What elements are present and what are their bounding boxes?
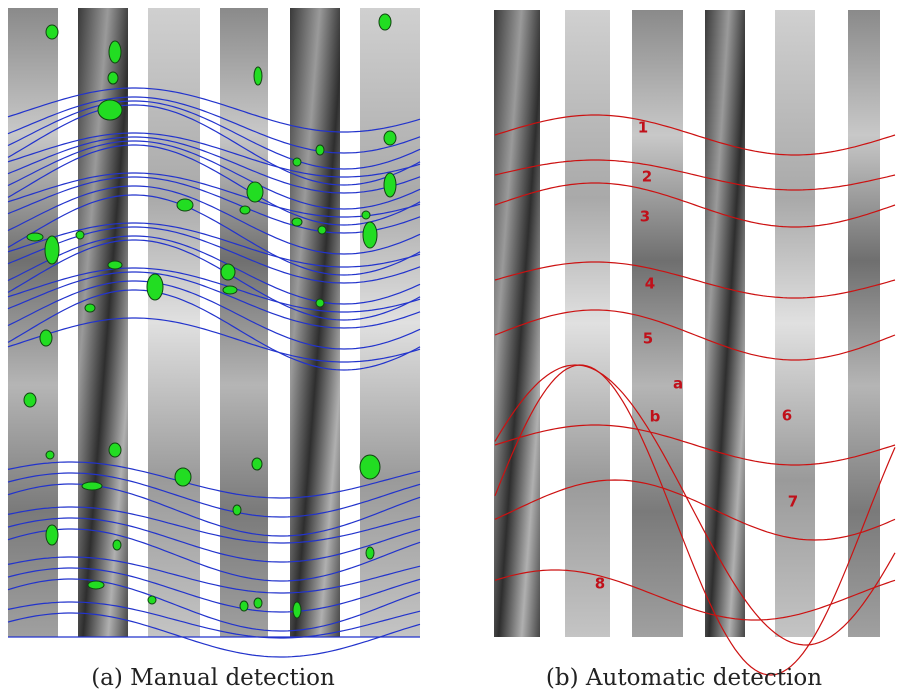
manual-sinusoid [8,557,420,593]
manual-sinusoid [8,613,420,657]
marked-feature [254,598,262,608]
manual-sinusoid [8,318,420,362]
marked-feature [148,596,156,604]
manual-sinusoid [8,568,420,612]
marked-feature [108,261,122,269]
auto-sinusoid [495,115,895,155]
manual-sinusoid [8,518,420,562]
marked-feature [254,67,262,85]
marked-feature [175,468,191,486]
manual-sinusoid [8,105,420,185]
caption: (b) Automatic detection [546,665,822,691]
image-strip [360,8,420,637]
manual-sinusoid [8,602,420,638]
manual-sinusoid [8,484,420,536]
marked-feature [384,173,396,197]
manual-sinusoid [8,145,420,225]
manual-sinusoid [8,236,420,304]
curve-label: b [650,408,661,426]
marked-feature [88,581,104,589]
marked-feature [362,211,370,219]
auto-sinusoid [495,160,895,190]
auto-sinusoid [495,183,895,227]
auto-sinusoid [495,365,895,675]
curve-label: 7 [788,493,798,511]
manual-sinusoid [8,101,420,169]
caption: (a) Manual detection [91,665,335,691]
curve-label: 2 [642,168,652,186]
curve-label: 5 [643,330,653,348]
marked-feature [98,100,122,120]
marked-feature [147,274,163,300]
marked-feature [109,41,121,63]
marked-feature [252,458,262,470]
marked-feature [46,25,58,39]
image-strip [848,10,880,637]
marked-feature [46,451,54,459]
image-strip [632,10,683,637]
manual-sinusoid [8,579,420,631]
auto-sinusoid [495,480,895,540]
marked-feature [292,218,302,226]
curve-label: 6 [782,407,792,425]
marked-feature [360,455,380,479]
marked-feature [40,330,52,346]
marked-feature [85,304,95,312]
marked-feature [316,145,324,155]
marked-feature [318,226,326,234]
manual-sinusoid [8,141,420,209]
marked-feature [27,233,43,241]
manual-panel [8,8,420,657]
manual-sinusoid [8,240,420,320]
marked-feature [233,505,241,515]
curve-label: 8 [595,575,605,593]
marked-feature [223,286,237,294]
auto-sinusoid [495,425,895,465]
manual-sinusoid [8,97,420,153]
marked-feature [45,236,59,264]
marked-feature [82,482,102,490]
marked-feature [366,547,374,559]
manual-sinusoid [8,529,420,581]
marked-feature [46,525,58,545]
marked-feature [316,299,324,307]
curve-label: 3 [640,208,650,226]
marked-feature [293,602,301,618]
automatic-panel: 1 2 3 4 5 ab 6 7 8 [494,10,895,675]
image-strip [775,10,815,637]
auto-sinusoid [495,310,895,360]
manual-sinusoid [8,473,420,517]
image-strip [494,10,540,637]
figure-svg: 1 2 3 4 5 ab 6 7 8 (a) Manual detection (b) Auto… [0,0,899,695]
marked-feature [109,443,121,457]
auto-sinusoid [495,262,895,298]
curve-label: 1 [638,119,648,137]
manual-sinusoid [8,88,420,132]
figure: 1 2 3 4 5 ab 6 7 8 (a) Manual detection (b) Auto… [0,0,899,695]
marked-feature [384,131,396,145]
image-strip [565,10,610,637]
marked-feature [76,231,84,239]
marked-feature [177,199,193,211]
manual-sinusoid [8,507,420,543]
curve-label: 4 [645,275,655,293]
marked-feature [293,158,301,166]
marked-feature [379,14,391,30]
curve-label: a [673,375,683,393]
marked-feature [24,393,36,407]
marked-feature [113,540,121,550]
marked-feature [240,206,250,214]
marked-feature [247,182,263,202]
marked-feature [240,601,248,611]
manual-sinusoid [8,462,420,498]
marked-feature [221,264,235,280]
marked-feature [108,72,118,84]
marked-feature [363,222,377,248]
